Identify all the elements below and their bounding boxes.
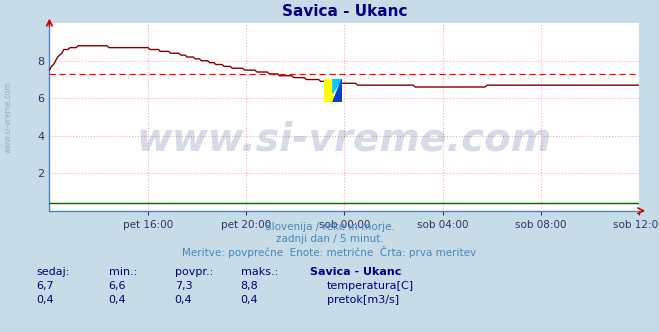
Text: 0,4: 0,4 (36, 295, 54, 305)
Text: zadnji dan / 5 minut.: zadnji dan / 5 minut. (275, 234, 384, 244)
Polygon shape (324, 79, 333, 102)
Text: Slovenija / reke in morje.: Slovenija / reke in morje. (264, 222, 395, 232)
Text: www.si-vreme.com: www.si-vreme.com (3, 81, 13, 153)
Text: 6,7: 6,7 (36, 281, 54, 290)
Text: min.:: min.: (109, 267, 137, 277)
Text: Savica - Ukanc: Savica - Ukanc (310, 267, 401, 277)
Text: 6,6: 6,6 (109, 281, 127, 290)
Polygon shape (333, 79, 342, 93)
Polygon shape (333, 79, 342, 102)
Text: sedaj:: sedaj: (36, 267, 70, 277)
Text: Meritve: povprečne  Enote: metrične  Črta: prva meritev: Meritve: povprečne Enote: metrične Črta:… (183, 246, 476, 258)
Title: Savica - Ukanc: Savica - Ukanc (281, 4, 407, 19)
Text: 0,4: 0,4 (241, 295, 258, 305)
Text: povpr.:: povpr.: (175, 267, 213, 277)
Text: 7,3: 7,3 (175, 281, 192, 290)
Text: temperatura[C]: temperatura[C] (327, 281, 414, 290)
Text: 0,4: 0,4 (109, 295, 127, 305)
Text: 0,4: 0,4 (175, 295, 192, 305)
Text: 8,8: 8,8 (241, 281, 258, 290)
Text: pretok[m3/s]: pretok[m3/s] (327, 295, 399, 305)
Text: maks.:: maks.: (241, 267, 278, 277)
Text: www.si-vreme.com: www.si-vreme.com (136, 121, 552, 159)
